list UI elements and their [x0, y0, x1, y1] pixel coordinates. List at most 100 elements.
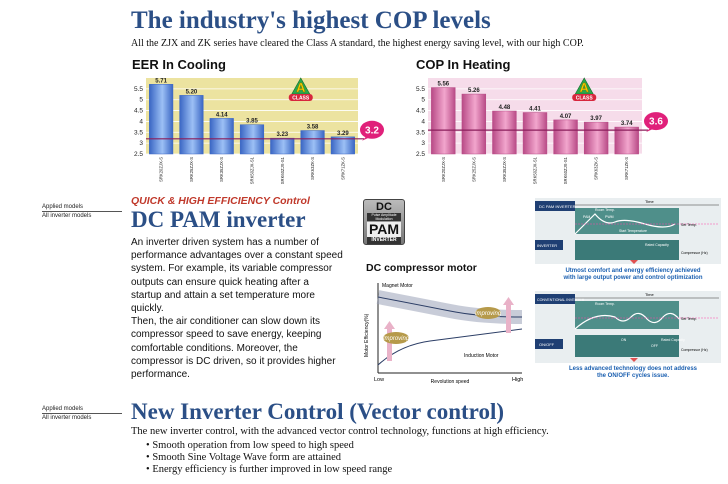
chart-ytick-label: 5: [421, 97, 425, 104]
diagram-bottom-onoff: ON/OFF: [539, 342, 555, 347]
chart-ytick-label: 3: [139, 140, 143, 147]
class-a-ribbon: [288, 94, 313, 101]
pam-body-line: quickly.: [131, 303, 164, 315]
pam-body-line: compressor speed to save energy, keeping: [131, 329, 322, 341]
chart-value-label: 5.26: [468, 88, 480, 94]
vector-intro: The new inverter control, with the advan…: [131, 426, 549, 437]
motor-xhigh: High: [512, 377, 523, 383]
diagram-note-line: Less advanced technology does not addres…: [568, 366, 698, 372]
motor-xlabel: Revolution speed: [431, 379, 470, 385]
chart-ytick-label: 4.5: [416, 108, 425, 115]
diagram-bottom-rated: Rated Capacity: [661, 338, 685, 342]
pam-body-line: compressor is DC driven, so it provides …: [131, 355, 336, 367]
diagram-top-rated: Rated Capacity: [645, 243, 669, 247]
page-title: The industry's highest COP levels: [131, 7, 491, 34]
class-a-ribbon: [572, 94, 597, 101]
pam-logo: DC Pulse Amplitude Modulation PAM INVERT…: [363, 199, 405, 245]
chart-category-label: SRK50ZJX-S1: [250, 156, 255, 184]
diagram-top-time: Time: [645, 199, 655, 204]
chart-ytick-label: 3.5: [416, 129, 425, 136]
chart-bar: [461, 93, 487, 155]
vector-bullet-text: Smooth Sine Voltage Wave form are attain…: [152, 452, 342, 463]
cop-chart: 2.5 3 3.5 4 4.5 5 5.5 5.56 SRK20ZJX-S 5.26 SRK25ZJ…: [416, 77, 668, 184]
diagram-bottom-time: Time: [645, 292, 655, 297]
vector-bullets: • Smooth operation from low speed to hig…: [146, 440, 546, 476]
diagram-bottom-room-temp: Room Temp.: [595, 302, 615, 306]
pam-body-line: Then, the air conditioner can slow down …: [131, 316, 320, 328]
motor-ylabel: Motor Efficiency(%): [364, 313, 370, 357]
page-subtitle: All the ZJX and ZK series have cleared t…: [131, 38, 584, 49]
diagram-note-line: Utmost comfort and energy efficiency ach…: [565, 268, 701, 274]
chart-bar: [179, 95, 204, 155]
pam-logo-main: PAM: [367, 221, 401, 237]
cop-chart-title: COP In Heating: [416, 57, 511, 72]
pam-logo-inverter: INVERTER: [367, 237, 401, 244]
diagram-top-panel-label: DC PAM INVERTER: [539, 204, 576, 209]
diagram-top-room-temp: Room Temp.: [595, 208, 615, 212]
chart-value-label: 3.74: [621, 121, 633, 127]
diagram-top-inverter: INVERTER: [537, 243, 557, 248]
pam-heading: DC PAM inverter: [131, 207, 306, 232]
motor-chart: Improving Improving Magnet Motor Inducti…: [364, 283, 523, 385]
pam-body-line: comfortable conditions. Moreover, the: [131, 342, 298, 354]
pam-logo-dc: DC: [376, 201, 392, 213]
pam-body-line: system. For example, its variable compre…: [131, 263, 333, 275]
chart-category-label: SRK60ZJX-S1: [280, 156, 285, 184]
bullet-dot-icon: •: [146, 440, 153, 451]
eer-chart-title: EER In Cooling: [132, 57, 226, 72]
diagram-top-note: Utmost comfort and energy efficiency ach…: [548, 268, 718, 282]
chart-value-label: 4.41: [529, 107, 541, 113]
chart-ytick-label: 4: [421, 118, 425, 125]
chart-category-label: SRK25ZJX-S: [189, 157, 194, 182]
motor-improving-left: Improving: [383, 336, 410, 342]
diagram-bottom-panel-label: CONVENTIONAL INVERTER: [537, 298, 585, 302]
chart-ytick-label: 5.5: [416, 86, 425, 93]
chart-category-label: SRK71ZK-S: [340, 157, 345, 180]
vector-bullet: • Smooth operation from low speed to hig…: [146, 440, 546, 452]
diagram-top-compressor: Compressor (Hz): [681, 251, 708, 255]
chart-category-label: SRK63ZK-S: [594, 157, 599, 180]
chart-bar: [330, 136, 355, 155]
eer-chart: 2.5 3 3.5 4 4.5 5 5.5 5.71 SRK20ZJX-S 5.20 SRK25ZJ…: [134, 77, 384, 184]
chart-value-label: 4.48: [499, 105, 511, 111]
chart-category-label: SRK20ZJX-S: [159, 157, 164, 182]
motor-magnet-label: Magnet Motor: [382, 283, 413, 289]
motor-induction-label: Induction Motor: [464, 353, 499, 359]
chart-category-label: SRK60ZJX-S1: [563, 156, 568, 184]
chart-bar: [209, 118, 234, 155]
pam-body-line: performance advantages over a constant s…: [131, 250, 343, 262]
chart-bar: [522, 112, 548, 155]
chart-value-label: 3.29: [337, 131, 349, 137]
diagram-bottom-note: Less advanced technology does not addres…: [548, 366, 718, 380]
vector-applied-models: Applied models All inverter models: [42, 405, 122, 422]
pam-body-line: outputs can ensure quick heating after a: [131, 276, 309, 288]
chart-bar: [270, 137, 295, 155]
chart-value-label: 3.58: [307, 125, 319, 131]
chart-bar: [553, 119, 578, 155]
chart-ytick-label: 3.5: [134, 129, 143, 136]
chart-ytick-label: 3: [421, 140, 425, 147]
pam-logo-sub: Pulse Amplitude Modulation: [367, 213, 401, 221]
chart-threshold-label: 3.6: [649, 117, 663, 128]
chart-value-label: 4.07: [560, 114, 572, 120]
class-a-word: CLASS: [576, 96, 594, 102]
diagram-note-line: the ON/OFF cycles issue.: [596, 373, 670, 379]
conventional-inverter-diagram: CONVENTIONAL INVERTER Time Room Temp. Se…: [535, 291, 721, 363]
diagram-bottom-on: ON: [621, 338, 627, 342]
chart-threshold-badge: [644, 112, 668, 131]
chart-category-label: SRK25ZJX-S: [471, 157, 476, 182]
class-a-letter: A: [296, 80, 306, 95]
chart-threshold-label: 3.2: [365, 125, 379, 136]
chart-ytick-label: 5.5: [134, 86, 143, 93]
chart-ytick-label: 4: [139, 118, 143, 125]
class-a-word: CLASS: [292, 96, 310, 102]
chart-category-label: SRK35ZJX-S: [219, 157, 224, 182]
diagram-bottom-compressor: Compressor (Hz): [681, 348, 708, 352]
chart-ytick-label: 2.5: [416, 151, 425, 158]
vector-applied-title: Applied models: [42, 405, 122, 414]
chart-bar: [149, 84, 174, 155]
chart-bar: [431, 87, 456, 155]
pam-body-line: An inverter driven system has a number o…: [131, 237, 319, 248]
chart-category-label: SRK63ZK-S: [310, 157, 315, 180]
chart-category-label: SRK50ZJX-S1: [533, 156, 538, 184]
